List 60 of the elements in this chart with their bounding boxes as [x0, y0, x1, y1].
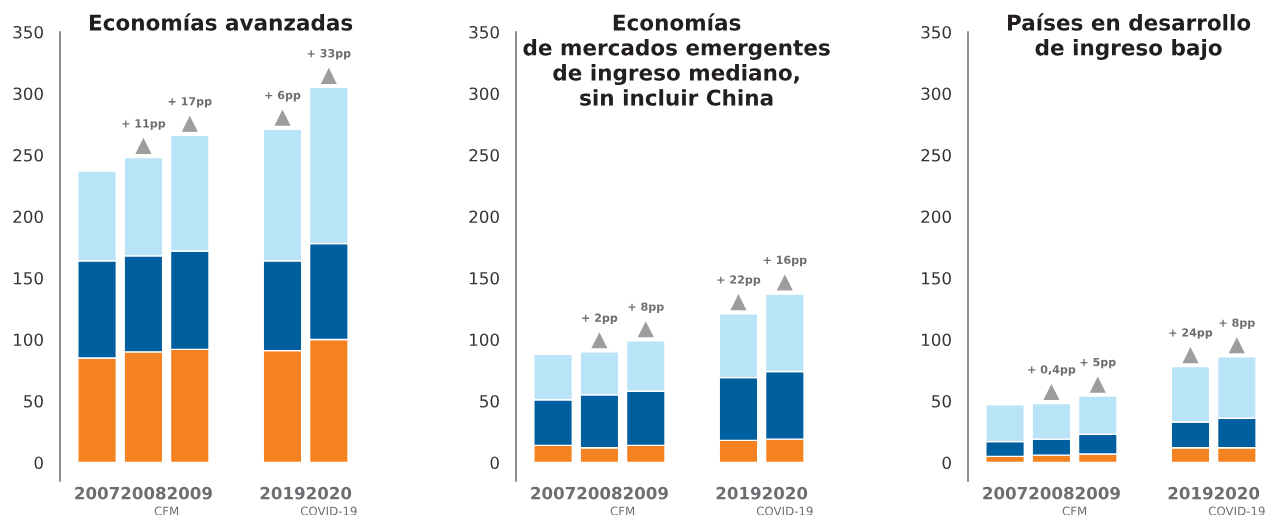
annotation: + 6pp: [265, 90, 301, 102]
y-tick-label: 250: [469, 148, 499, 162]
y-tick-label: 150: [922, 271, 951, 285]
annotation: + 0,4pp: [1028, 365, 1076, 376]
y-tick-label: 50: [480, 395, 499, 408]
x-tick-label: 2007: [75, 486, 119, 500]
y-tick-label: 50: [932, 395, 951, 408]
x-tick-label: 2009: [167, 486, 212, 500]
x-tick-label: 2020: [306, 486, 352, 500]
chart-title: Países en desarrollo de ingreso bajo: [1007, 13, 1251, 60]
y-tick-label: 100: [922, 333, 951, 347]
y-tick-label: 200: [13, 210, 43, 224]
text: COVID-19: [300, 506, 357, 515]
annotation: + 17pp: [168, 97, 212, 108]
y-tick-label: 200: [921, 210, 951, 224]
annotation: + 11pp: [122, 119, 166, 130]
x-tick-label: 2008: [577, 486, 622, 500]
x-tick-label: 2020: [762, 486, 808, 500]
text: CFM: [154, 506, 179, 515]
annotation: + 2pp: [582, 313, 618, 325]
y-tick-label: 350: [469, 25, 499, 39]
annotation: + 5pp: [1080, 357, 1116, 369]
y-tick-label: 300: [13, 87, 43, 101]
y-tick-label: 300: [921, 87, 951, 101]
x-tick-label: 2007: [531, 486, 575, 500]
y-tick-label: 50: [24, 395, 43, 408]
y-tick-label: 250: [921, 148, 951, 162]
text: CFM: [610, 506, 635, 515]
y-tick-label: 0: [942, 456, 951, 470]
annotation: + 22pp: [717, 275, 761, 286]
text: CFM: [1062, 506, 1087, 515]
text: COVID-19: [1208, 506, 1265, 515]
y-tick-label: 150: [470, 271, 499, 285]
y-tick-label: 200: [469, 210, 499, 224]
y-tick-label: 0: [34, 456, 43, 470]
y-tick-label: 350: [921, 25, 951, 39]
annotation: + 8pp: [628, 302, 664, 313]
annotation: + 8pp: [1219, 318, 1255, 329]
x-tick-label: 2009: [1075, 486, 1120, 500]
x-tick-label: 2020: [1214, 486, 1260, 500]
chart-title: Economías avanzadas: [89, 13, 353, 31]
y-tick-label: 250: [13, 148, 43, 162]
x-tick-label: 2008: [121, 486, 166, 500]
y-tick-label: 300: [469, 87, 499, 101]
text: COVID-19: [756, 506, 813, 515]
x-tick-label: 2019: [1168, 486, 1213, 500]
annotation: + 24pp: [1169, 328, 1213, 339]
x-tick-label: 2007: [983, 486, 1027, 500]
text: Economías de mercados emergentes de ingreso mediano, sin incluir China: [523, 13, 830, 106]
annotation: + 33pp: [307, 49, 351, 60]
y-tick-label: 350: [13, 25, 43, 39]
y-tick-label: 100: [470, 333, 499, 347]
x-tick-label: 2019: [716, 486, 761, 500]
x-tick-label: 2009: [623, 486, 668, 500]
y-tick-label: 0: [490, 456, 499, 470]
annotation: + 16pp: [763, 255, 807, 267]
x-tick-label: 2019: [260, 486, 305, 500]
y-tick-label: 100: [14, 333, 43, 347]
y-tick-label: 150: [14, 271, 43, 285]
x-tick-label: 2008: [1029, 486, 1074, 500]
